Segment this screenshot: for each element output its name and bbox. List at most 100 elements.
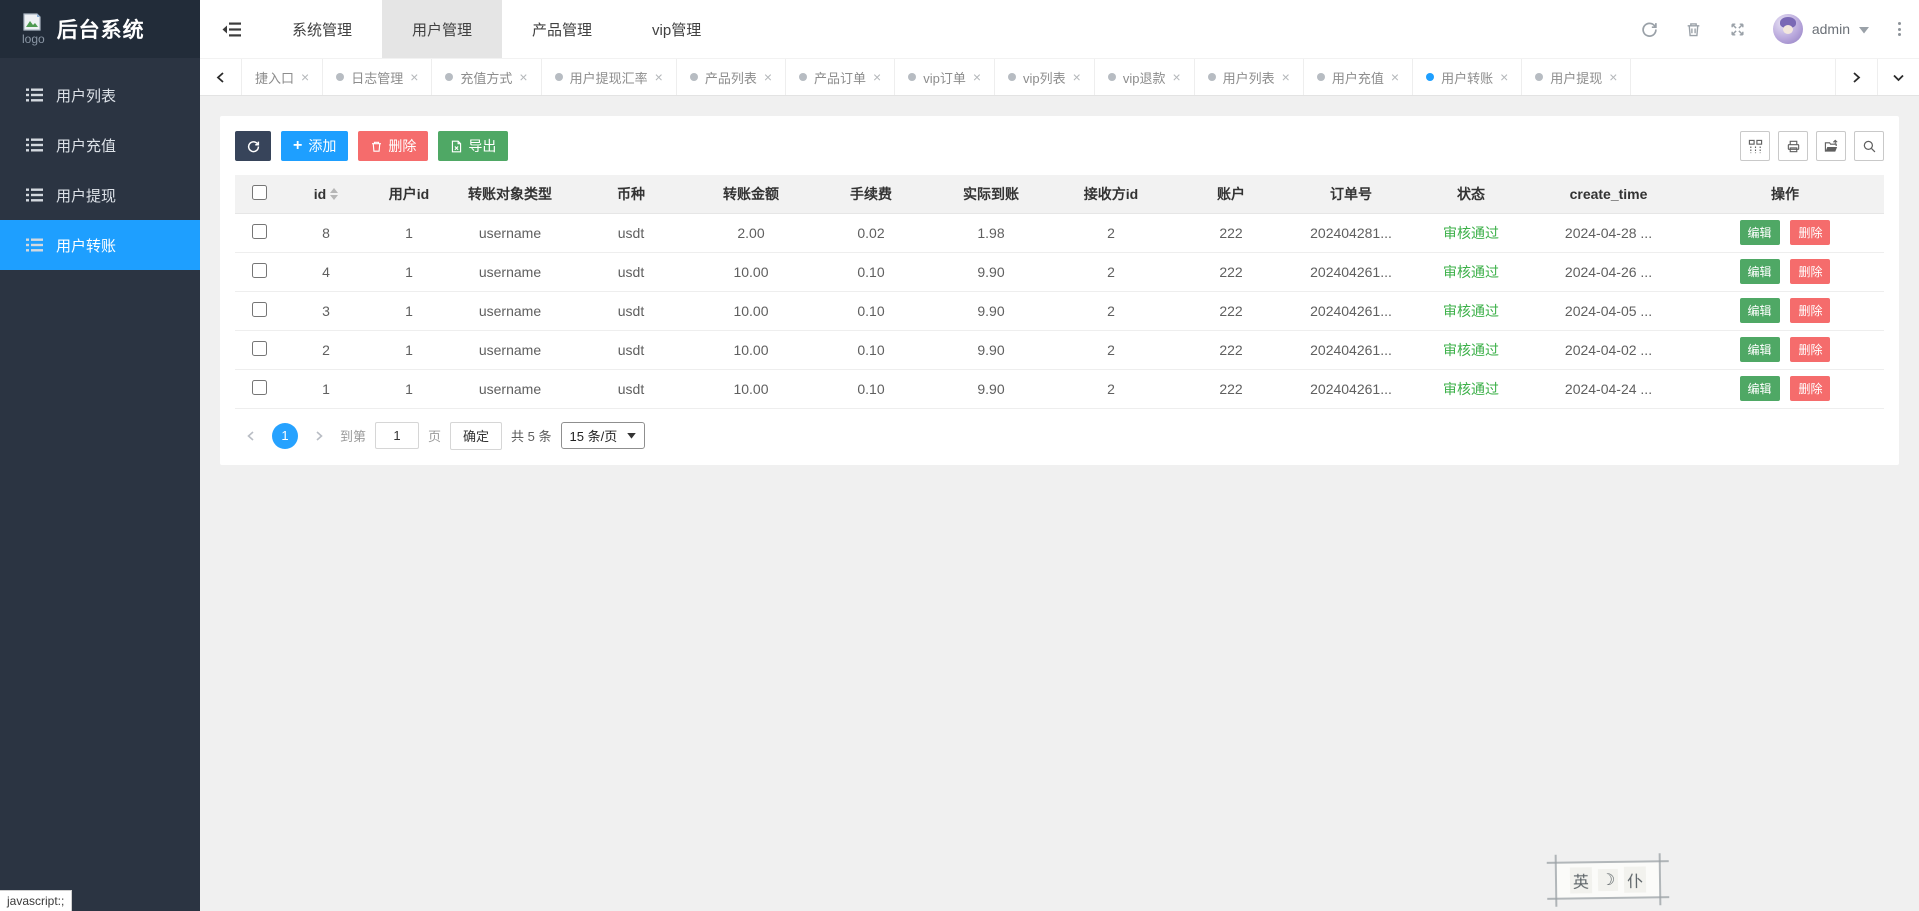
next-page-button[interactable] [307,423,331,449]
sidebar-menu-item[interactable]: 用户提现 [0,170,200,220]
prev-page-button[interactable] [239,423,263,449]
goto-confirm-button[interactable]: 确定 [450,421,503,450]
row-checkbox[interactable] [251,340,267,356]
delete-row-button[interactable]: 删除 [1790,337,1831,362]
search-icon [1863,140,1875,152]
sidebar-menu-item[interactable]: 用户转账 [0,220,200,270]
trash-icon[interactable] [1685,21,1702,38]
tab-close-icon[interactable]: × [1390,69,1400,85]
tab-close-icon[interactable]: × [1172,69,1181,85]
tab-item[interactable]: 充值方式 × [432,59,542,95]
tab-item[interactable]: 日志管理 × [323,59,433,95]
column-filter-button[interactable] [1740,131,1770,161]
stamp-character: ☽ [1597,868,1619,892]
delete-row-button[interactable]: 删除 [1790,220,1831,245]
tab-item[interactable]: vip退款 × [1095,59,1195,95]
sidebar-item-label: 用户充值 [56,137,117,155]
fullscreen-icon[interactable] [1729,21,1746,38]
tab-item[interactable]: 用户充值 × [1304,59,1414,95]
cell-id: 8 [283,213,369,253]
tab-item[interactable]: 捷入口 × [242,59,324,95]
tab-close-icon[interactable]: × [1500,69,1509,85]
sort-icon[interactable] [330,187,339,200]
header-cell[interactable]: id [283,175,369,214]
delete-row-button[interactable]: 删除 [1790,298,1831,323]
list-icon [26,188,43,202]
tab-status-dot [799,73,808,81]
tab-close-icon[interactable]: × [654,69,663,85]
add-button[interactable]: + 添加 [281,131,349,161]
tab-item[interactable]: 用户列表 × [1195,59,1304,95]
print-button[interactable] [1778,131,1808,161]
table-row: 8 1 username usdt 2.00 0.02 1.98 2 222 2… [235,213,1884,253]
tabs-dropdown-button[interactable] [1877,59,1919,95]
tabs-scroll-right-button[interactable] [1835,59,1877,95]
delete-row-button[interactable]: 删除 [1790,259,1831,284]
row-checkbox[interactable] [251,301,267,317]
edit-button[interactable]: 编辑 [1739,337,1780,362]
edit-button[interactable]: 编辑 [1739,259,1780,284]
delete-button[interactable]: 删除 [358,131,429,161]
select-all-checkbox[interactable] [251,184,267,200]
more-options-icon[interactable] [1896,20,1903,38]
user-menu[interactable]: admin [1772,14,1869,44]
page-size-select[interactable]: 15 条/页 [560,422,646,449]
edit-button[interactable]: 编辑 [1739,220,1780,245]
goto-page-input[interactable] [375,422,420,449]
cell-fee: 0.10 [811,252,931,292]
cell-create-time: 2024-04-24 ... [1531,369,1686,409]
tab-close-icon[interactable]: × [1281,69,1290,85]
page-number-button[interactable]: 1 [272,422,298,449]
sidebar-menu-item[interactable]: 用户列表 [0,70,200,120]
tabs-scroll-left-button[interactable] [200,59,242,95]
top-nav-item[interactable]: 用户管理 [382,0,503,58]
tab-close-icon[interactable]: × [301,69,310,85]
edit-button[interactable]: 编辑 [1739,376,1780,401]
sidebar-menu-item[interactable]: 用户充值 [0,120,200,170]
tab-close-icon[interactable]: × [1609,69,1618,85]
edit-button[interactable]: 编辑 [1739,298,1780,323]
delete-row-button[interactable]: 删除 [1790,376,1831,401]
tab-item[interactable]: 用户提现 × [1522,59,1632,95]
row-checkbox[interactable] [251,262,267,278]
cell-status: 审核通过 [1411,213,1531,253]
row-checkbox[interactable] [251,223,267,239]
tab-item[interactable]: 用户提现汇率 × [542,59,677,95]
tab-close-icon[interactable]: × [1072,69,1081,85]
cell-id: 3 [283,291,369,331]
tab-item[interactable]: vip订单 × [895,59,996,95]
refresh-icon[interactable] [1641,21,1658,38]
top-nav-item[interactable]: vip管理 [622,0,731,58]
export-file-icon [452,140,462,152]
avatar [1772,14,1803,44]
delete-button-label: 删除 [388,138,417,154]
tab-item[interactable]: 产品订单 × [786,59,896,95]
cell-actions: 编辑 删除 [1686,291,1884,331]
refresh-table-button[interactable] [235,131,271,161]
tab-close-icon[interactable]: × [873,69,882,85]
tab-status-dot [1535,73,1544,81]
tab-close-icon[interactable]: × [972,69,982,85]
top-header: 系统管理 用户管理 产品管理 vip管理 [200,0,1919,58]
tab-item[interactable]: 用户转账 × [1413,59,1523,95]
top-nav-item[interactable]: 系统管理 [262,0,382,58]
tab-item[interactable]: 产品列表 × [677,59,787,95]
tab-item[interactable]: vip列表 × [995,59,1095,95]
cell-user-id: 1 [369,291,449,331]
tab-close-icon[interactable]: × [763,69,773,85]
tab-label: 产品列表 [704,70,757,86]
header-cell: 实际到账 [931,175,1051,214]
tab-label: 产品订单 [814,70,867,86]
add-button-label: 添加 [308,138,337,154]
top-nav-item[interactable]: 产品管理 [502,0,622,58]
export-button[interactable]: 导出 [438,131,509,161]
cell-user-id: 1 [369,213,449,253]
export-data-button[interactable] [1816,131,1846,161]
sidebar-collapse-button[interactable] [200,0,262,58]
cell-amount: 10.00 [691,252,811,292]
search-button[interactable] [1854,131,1884,161]
tab-close-icon[interactable]: × [410,69,419,85]
top-nav-label: 产品管理 [532,21,593,39]
tab-close-icon[interactable]: × [519,69,528,85]
row-checkbox[interactable] [251,379,267,395]
